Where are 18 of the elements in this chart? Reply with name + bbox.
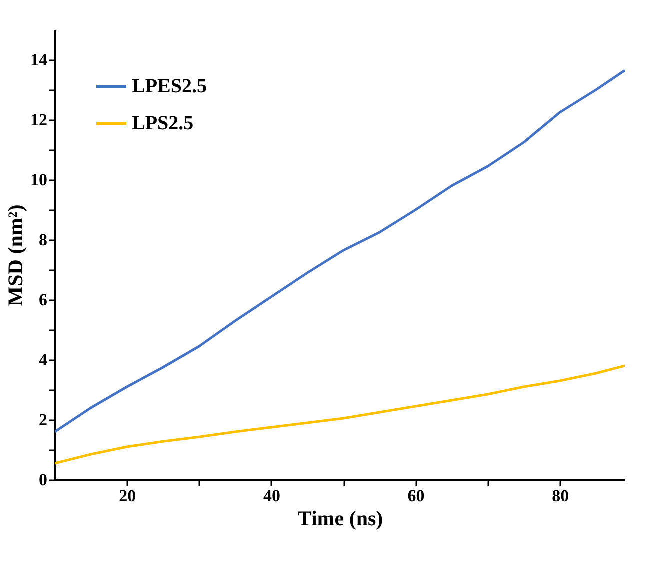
y-tick-label: 6 xyxy=(39,290,48,310)
x-axis-title: Time (ns) xyxy=(298,506,384,530)
line-series xyxy=(55,364,625,465)
x-tick-label: 40 xyxy=(263,486,280,506)
y-tick-label: 2 xyxy=(39,410,48,430)
y-tick-label: 12 xyxy=(30,110,48,130)
x-tick-label: 20 xyxy=(119,486,136,506)
legend-label: LPES2.5 xyxy=(132,76,208,98)
y-tick-label: 14 xyxy=(30,50,48,70)
y-axis-title: MSD (nm²) xyxy=(4,204,28,306)
y-tick-label: 10 xyxy=(30,170,48,190)
y-tick-label: 0 xyxy=(39,470,48,490)
y-tick-label: 8 xyxy=(39,230,48,250)
legend-label: LPS2.5 xyxy=(132,112,194,134)
x-tick-label: 60 xyxy=(408,486,425,506)
y-tick-label: 4 xyxy=(39,350,48,370)
x-tick-label: 80 xyxy=(552,486,570,506)
line-series xyxy=(55,69,625,434)
